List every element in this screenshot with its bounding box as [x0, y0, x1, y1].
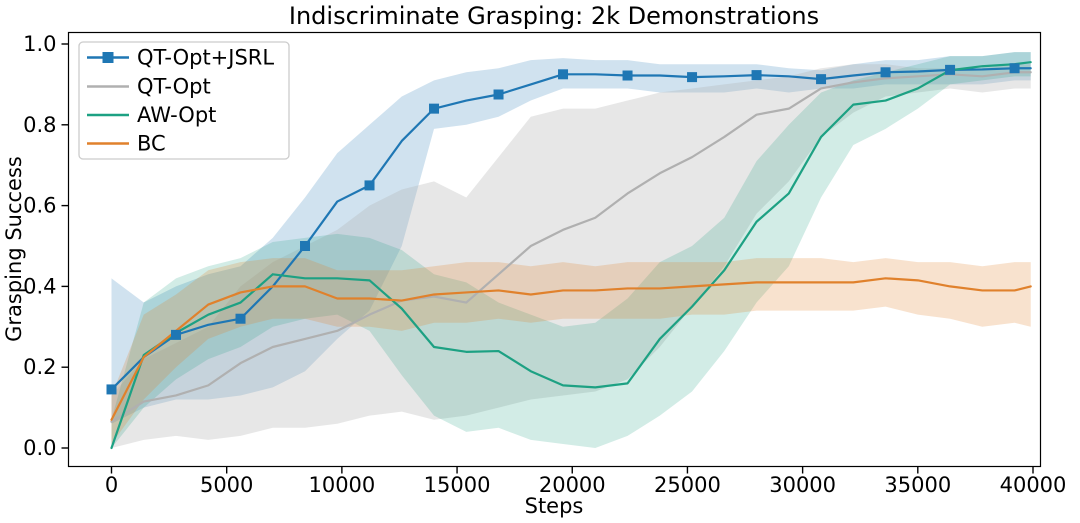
legend-label: QT-Opt	[137, 75, 211, 99]
marker-square	[880, 67, 891, 78]
y-tick-label: 0.6	[23, 194, 56, 218]
marker-square	[751, 70, 762, 81]
confidence-band-bc	[111, 258, 1031, 444]
legend-box	[78, 41, 290, 160]
x-tick-label: 40000	[1000, 473, 1067, 497]
marker-square	[945, 64, 956, 75]
marker-square	[429, 103, 440, 114]
x-tick-label: 15000	[424, 473, 491, 497]
x-tick-label: 30000	[769, 473, 836, 497]
marker-square	[687, 72, 698, 83]
marker-square	[364, 180, 375, 191]
y-tick-label: 0.4	[23, 274, 56, 298]
x-axis-label: Steps	[524, 494, 584, 518]
x-tick-label: 5000	[200, 473, 253, 497]
confidence-band-qt-opt-jsrl	[111, 52, 1031, 424]
x-tick-label: 35000	[884, 473, 951, 497]
axes-spines	[67, 31, 1042, 468]
y-tick-label: 0.8	[23, 113, 56, 137]
marker-square	[106, 384, 117, 395]
marker-square	[816, 74, 827, 85]
line-aw-opt	[110, 61, 1032, 450]
y-axis-label: Grasping Success	[2, 156, 26, 342]
legend-sample-marker	[102, 52, 114, 63]
line-qt-opt-jsrl	[110, 67, 1032, 391]
marker-square	[622, 70, 633, 81]
x-tick-label: 10000	[308, 473, 375, 497]
x-tick-label: 25000	[654, 473, 721, 497]
chart-title: Indiscriminate Grasping: 2k Demonstratio…	[288, 2, 820, 30]
marker-square	[493, 89, 504, 100]
y-tick-label: 0.2	[23, 355, 56, 379]
y-tick-label: 0.0	[23, 436, 56, 460]
marker-square	[558, 69, 569, 80]
legend-label: AW-Opt	[137, 103, 216, 127]
y-tick-label: 1.0	[23, 32, 56, 56]
confidence-band-qt-opt	[111, 64, 1031, 448]
x-tick-label: 20000	[539, 473, 606, 497]
legend-label: QT-Opt+JSRL	[137, 46, 274, 70]
marker-square	[235, 313, 246, 324]
marker-square	[1009, 63, 1020, 74]
line-bc	[110, 277, 1032, 421]
line-qt-opt	[110, 71, 1032, 423]
marker-square	[171, 329, 182, 340]
confidence-band-aw-opt	[111, 52, 1031, 448]
legend-label: BC	[137, 132, 166, 156]
marker-square	[300, 241, 311, 251]
x-tick-label: 0	[105, 473, 118, 497]
